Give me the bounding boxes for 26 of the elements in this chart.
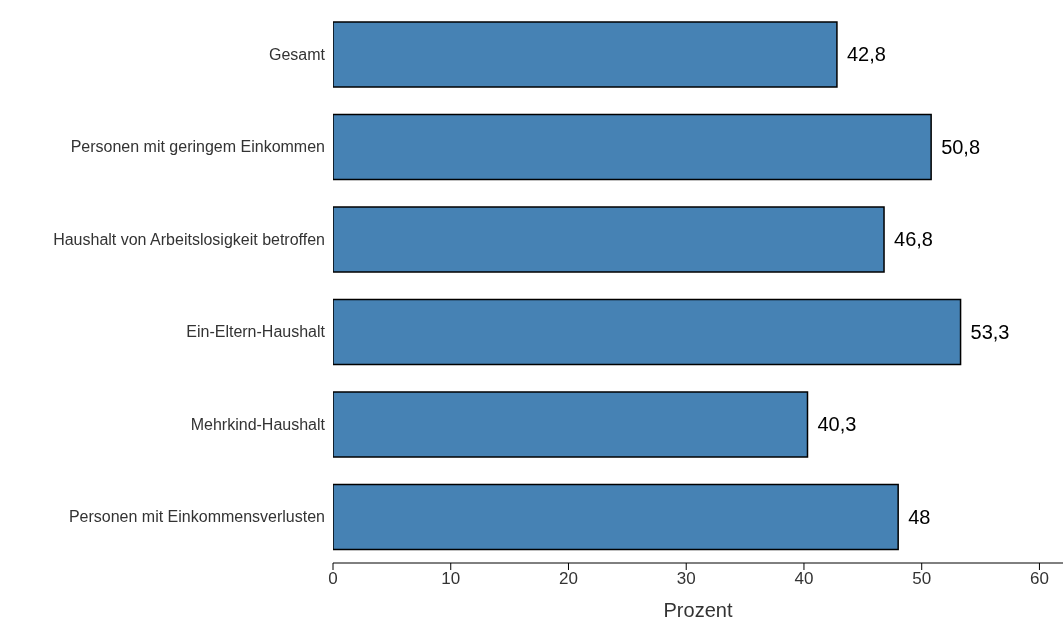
bar	[333, 113, 932, 181]
data-label: 40,3	[817, 413, 857, 436]
bar	[333, 21, 838, 88]
y-tick-label: Mehrkind-Haushalt	[190, 415, 326, 433]
bar	[333, 298, 962, 366]
x-tick-label: 0	[328, 569, 338, 589]
y-tick-label: Personen mit geringem Einkommen	[70, 138, 325, 156]
x-tick-label: 10	[441, 569, 461, 589]
bar	[333, 391, 809, 458]
y-tick-label: Haushalt von Arbeitslosigkeit betroffen	[53, 230, 325, 248]
y-tick-label: Gesamt	[268, 45, 326, 63]
x-tick-label: 60	[1029, 569, 1049, 589]
bar	[333, 206, 885, 273]
x-axis-title: Prozent	[663, 599, 733, 621]
data-label: 48	[908, 505, 931, 528]
data-label: 50,8	[941, 135, 981, 158]
x-tick-label: 30	[676, 569, 696, 589]
data-label: 42,8	[846, 43, 886, 66]
bar	[333, 483, 899, 551]
data-label: 46,8	[894, 228, 933, 251]
y-tick-label: Ein-Eltern-Haushalt	[186, 323, 326, 341]
x-tick-label: 50	[912, 569, 932, 589]
y-tick-label: Personen mit Einkommensverlusten	[68, 508, 325, 526]
data-label: 53,3	[970, 320, 1010, 343]
x-tick-label: 40	[794, 569, 814, 589]
x-tick-label: 20	[559, 569, 578, 589]
